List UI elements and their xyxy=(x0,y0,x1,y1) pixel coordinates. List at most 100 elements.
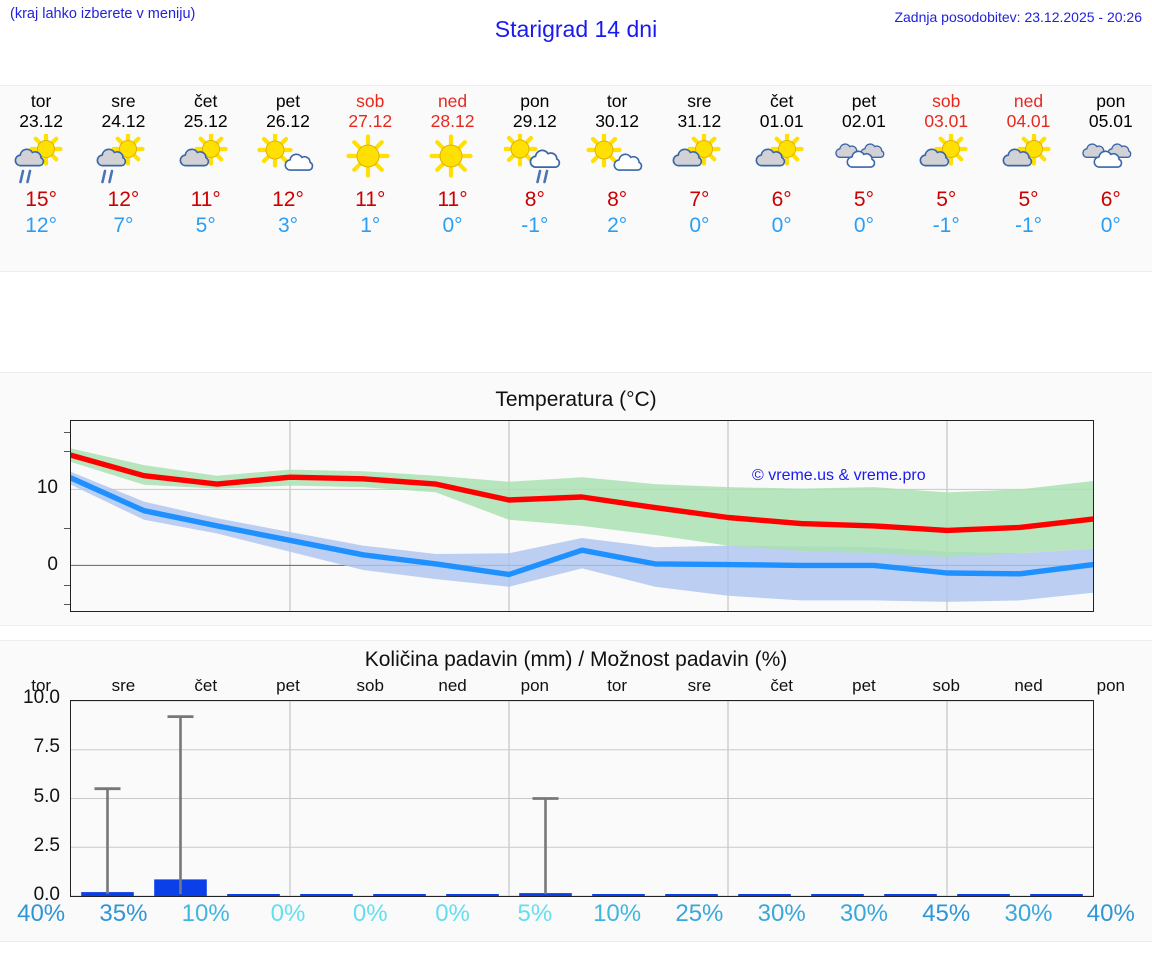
day-name: tor xyxy=(606,91,628,111)
temperature-min: 0° xyxy=(853,214,874,237)
temperature-min: 0° xyxy=(442,214,463,237)
temperature-min: 12° xyxy=(25,214,58,237)
precipitation-day-label: tor xyxy=(607,676,628,695)
forecast-day-strip: tor 23.12 15° 12° sre 24.12 12° 7° čet 25.12 11… xyxy=(0,85,1152,272)
precipitation-day-label: pet xyxy=(276,676,300,695)
precipitation-day-label: ned xyxy=(438,676,467,695)
y-axis-tick-label: 0.0 xyxy=(33,884,60,905)
forecast-day-card[interactable]: čet 25.12 11° 5° xyxy=(165,86,247,271)
day-name: tor xyxy=(30,91,52,111)
sun-icon xyxy=(339,134,401,186)
precipitation-day-label: sob xyxy=(356,676,384,695)
forecast-day-card[interactable]: ned 04.01 5° -1° xyxy=(987,86,1069,271)
y-axis-tick-mark xyxy=(64,585,70,587)
precipitation-probability-label: 10% xyxy=(181,900,230,927)
day-date: 28.12 xyxy=(430,111,475,131)
forecast-day-card[interactable]: čet 01.01 6° 0° xyxy=(741,86,823,271)
temperature-plot-svg xyxy=(71,421,1093,611)
temperature-min: 0° xyxy=(771,214,792,237)
precipitation-probability-label: 30% xyxy=(757,900,806,927)
y-axis-tick-mark xyxy=(64,604,70,606)
sun-cloud-icon xyxy=(586,134,648,186)
forecast-day-card[interactable]: pon 05.01 6° 0° xyxy=(1070,86,1152,271)
temperature-min: 2° xyxy=(607,214,628,237)
menu-hint-text: (kraj lahko izberete v meniju) xyxy=(10,6,196,22)
precipitation-day-label: ned xyxy=(1014,676,1043,695)
forecast-day-card[interactable]: pet 26.12 12° 3° xyxy=(247,86,329,271)
precipitation-probability-label: 0% xyxy=(270,900,306,927)
precipitation-day-label: tor xyxy=(31,676,52,695)
forecast-day-card[interactable]: sob 03.01 5° -1° xyxy=(905,86,987,271)
day-date: 23.12 xyxy=(19,111,64,131)
cloud-sun-rain-icon xyxy=(92,134,154,186)
sun-cloud-rain-icon xyxy=(503,134,566,186)
precipitation-probability-label: 5% xyxy=(517,900,553,927)
forecast-day-card[interactable]: pon 29.12 8° -1° xyxy=(494,86,576,271)
temperature-max: 11° xyxy=(355,188,386,211)
day-name: pet xyxy=(275,91,301,111)
precipitation-probability-label: 0% xyxy=(352,900,388,927)
day-name: pon xyxy=(1096,91,1126,111)
day-date: 29.12 xyxy=(512,111,557,131)
day-date: 30.12 xyxy=(595,111,639,131)
y-axis-tick-mark xyxy=(64,450,70,452)
y-axis-tick-mark xyxy=(64,431,70,433)
forecast-day-card[interactable]: sre 31.12 7° 0° xyxy=(658,86,740,271)
day-name: čet xyxy=(194,91,218,111)
forecast-day-card[interactable]: ned 28.12 11° 0° xyxy=(411,86,493,271)
precipitation-probability-label: 30% xyxy=(1004,900,1053,927)
precipitation-chart-title: Količina padavin (mm) / Možnost padavin … xyxy=(364,648,788,671)
precipitation-day-labels: tor sre čet pet sob ned pon tor sre čet pet sob ned p… xyxy=(0,676,1152,698)
temperature-max: 7° xyxy=(689,188,710,211)
day-name: sre xyxy=(111,91,136,111)
temperature-max: 12° xyxy=(272,188,304,211)
sun-cloud-icon xyxy=(257,134,319,186)
precipitation-day-label: pet xyxy=(852,676,876,695)
forecast-day-card[interactable]: pet 02.01 5° 0° xyxy=(823,86,905,271)
y-axis-tick-label: 10.0 xyxy=(23,687,60,708)
temperature-max: 5° xyxy=(1018,188,1039,211)
temperature-min: -1° xyxy=(1014,214,1043,237)
precipitation-probability-row: 40% 35% 10% 0% 0% 0% 5% 10% 25% 30% 30% 45% 30% 40% xyxy=(0,900,1152,936)
temperature-min: 0° xyxy=(1100,214,1121,237)
temperature-min: 0° xyxy=(689,214,710,237)
precipitation-probability-label: 10% xyxy=(593,900,642,927)
precipitation-day-label: čet xyxy=(194,676,218,695)
y-axis-tick-label: 0 xyxy=(47,553,58,575)
day-name: čet xyxy=(769,91,794,111)
precipitation-probability-label: 25% xyxy=(675,900,724,927)
temperature-max: 5° xyxy=(853,188,874,211)
cloud-sun-icon xyxy=(751,134,813,186)
day-name: pon xyxy=(520,91,550,111)
temperature-min: 7° xyxy=(113,214,134,237)
temperature-max: 12° xyxy=(107,188,140,211)
forecast-day-card[interactable]: tor 30.12 8° 2° xyxy=(576,86,658,271)
precipitation-plot-area xyxy=(70,700,1094,897)
precipitation-probability-label: 0% xyxy=(435,900,470,927)
day-date: 04.01 xyxy=(1006,111,1051,131)
day-name: sob xyxy=(356,91,385,111)
last-updated-text: Zadnja posodobitev: 23.12.2025 - 20:26 xyxy=(894,9,1142,25)
day-name: ned xyxy=(1013,91,1044,111)
cloud-sun-rain-icon xyxy=(10,134,72,186)
precipitation-day-label: sob xyxy=(932,676,960,695)
precipitation-probability-label: 30% xyxy=(839,900,888,927)
cloudy-icon xyxy=(833,134,895,186)
precipitation-probability-label: 45% xyxy=(922,900,971,927)
forecast-day-card[interactable]: tor 23.12 15° 12° xyxy=(0,86,82,271)
precipitation-plot-svg xyxy=(71,701,1093,896)
precipitation-day-label: pon xyxy=(520,676,550,695)
temperature-min: 3° xyxy=(277,214,299,237)
forecast-day-card[interactable]: sre 24.12 12° 7° xyxy=(82,86,164,271)
y-axis-tick-mark xyxy=(64,527,70,529)
precipitation-probability-label: 35% xyxy=(99,900,148,927)
sun-icon xyxy=(422,134,484,186)
cloudy-icon xyxy=(1080,134,1142,186)
temperature-max: 11° xyxy=(437,188,468,211)
temperature-min: -1° xyxy=(521,214,549,237)
precipitation-day-label: pon xyxy=(1096,676,1125,695)
temperature-max: 8° xyxy=(524,188,545,211)
forecast-day-card[interactable]: sob 27.12 11° 1° xyxy=(329,86,411,271)
precipitation-day-label: sre xyxy=(687,676,712,695)
y-axis-tick-label: 2.5 xyxy=(33,834,60,856)
